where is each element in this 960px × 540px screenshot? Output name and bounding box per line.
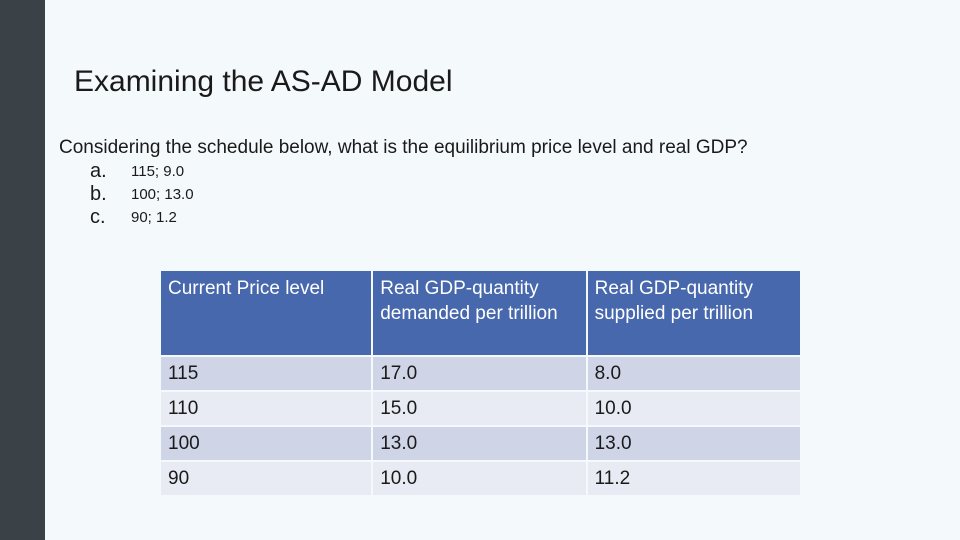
cell-gdp-demanded: 13.0 [373, 427, 586, 460]
option-text: 115; 9.0 [131, 163, 185, 180]
cell-gdp-supplied: 8.0 [587, 357, 800, 390]
cell-gdp-demanded: 10.0 [373, 462, 586, 495]
cell-price-level: 100 [161, 427, 372, 460]
cell-gdp-supplied: 11.2 [587, 462, 800, 495]
cell-gdp-demanded: 15.0 [373, 392, 586, 425]
header-gdp-demanded: Real GDP-quantity demanded per trillion [373, 271, 586, 355]
table-row: 115 17.0 8.0 [161, 357, 800, 390]
schedule-table: Current Price level Real GDP-quantity de… [159, 269, 802, 497]
header-gdp-supplied: Real GDP-quantity supplied per trillion [587, 271, 800, 355]
option-letter: a. [90, 160, 107, 182]
cell-gdp-demanded: 17.0 [373, 357, 586, 390]
slide-title: Examining the AS-AD Model [74, 65, 453, 98]
cell-price-level: 115 [161, 357, 372, 390]
table-row: 90 10.0 11.2 [161, 462, 800, 495]
cell-gdp-supplied: 10.0 [587, 392, 800, 425]
table-row: 110 15.0 10.0 [161, 392, 800, 425]
option-a: a. 115; 9.0 [90, 160, 194, 183]
option-c: c. 90; 1.2 [90, 206, 194, 229]
option-b: b. 100; 13.0 [90, 183, 194, 206]
table-row: 100 13.0 13.0 [161, 427, 800, 460]
table-header-row: Current Price level Real GDP-quantity de… [161, 271, 800, 355]
left-accent-bar [0, 0, 45, 540]
option-letter: c. [90, 206, 106, 228]
answer-options: a. 115; 9.0 b. 100; 13.0 c. 90; 1.2 [90, 160, 194, 229]
header-price-level: Current Price level [161, 271, 372, 355]
cell-gdp-supplied: 13.0 [587, 427, 800, 460]
option-text: 90; 1.2 [131, 209, 177, 226]
option-text: 100; 13.0 [131, 186, 194, 203]
cell-price-level: 90 [161, 462, 372, 495]
question-text: Considering the schedule below, what is … [59, 137, 748, 158]
cell-price-level: 110 [161, 392, 372, 425]
option-letter: b. [90, 183, 107, 205]
